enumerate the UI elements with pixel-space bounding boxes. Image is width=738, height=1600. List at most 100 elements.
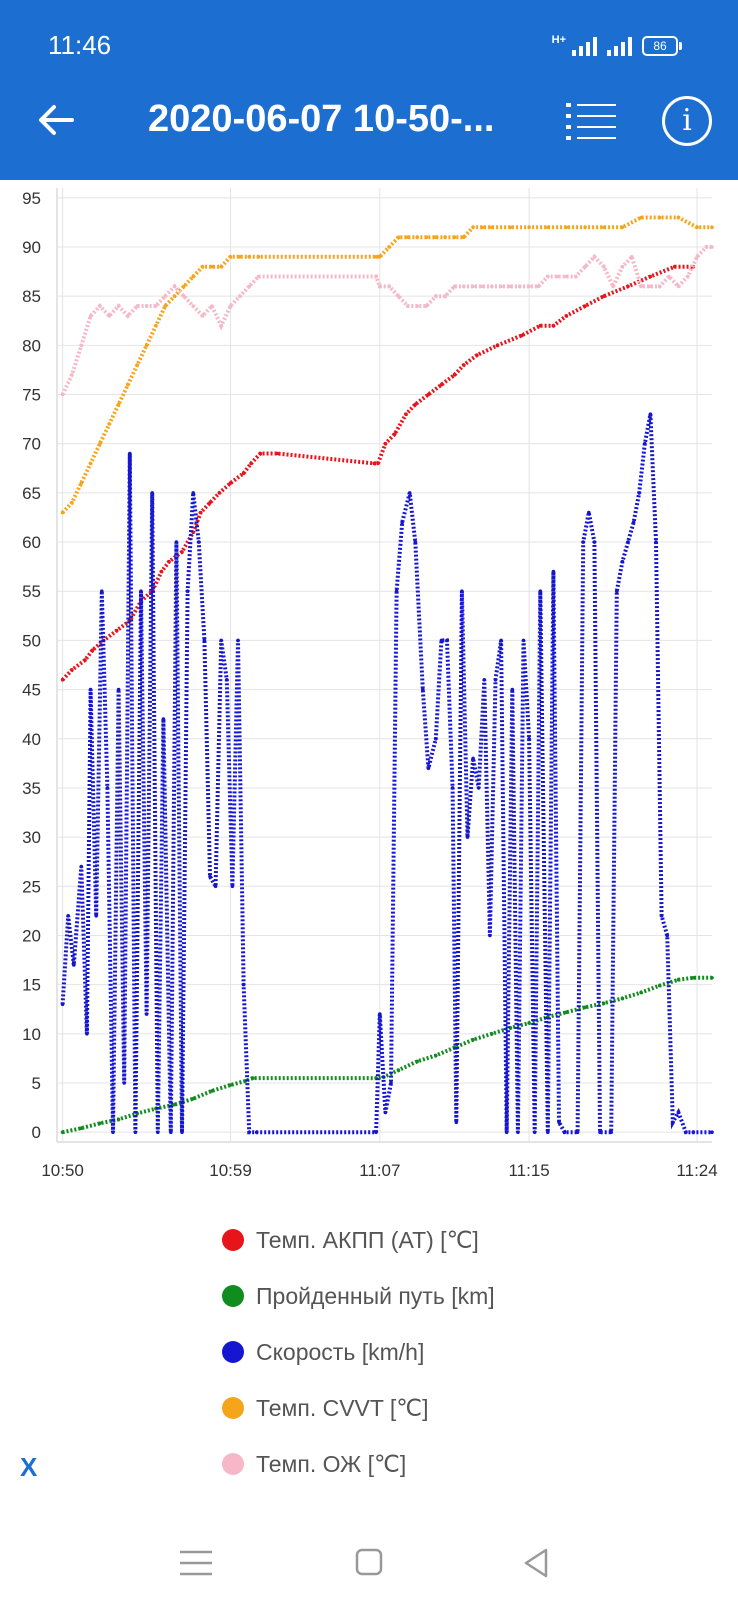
data-point [490,284,494,289]
data-point [60,1130,65,1134]
data-point [480,284,485,289]
data-point [639,215,643,220]
data-point [144,343,149,348]
data-point [620,225,625,230]
data-point [228,304,233,308]
data-point [238,255,242,259]
status-icons: H+ 86 [551,34,682,58]
data-point [527,737,531,741]
chart-legend: Темп. АКПП (AT) [℃] Пройденный путь [km]… [222,1212,495,1492]
data-point [79,864,84,869]
x-tick-label: 11:15 [508,1161,549,1180]
y-tick-label: 75 [22,386,41,405]
data-point [482,678,487,682]
data-point [676,284,681,289]
data-point [424,304,429,308]
data-point [172,284,177,289]
info-icon[interactable]: i [662,96,712,146]
arrow-left-icon[interactable] [36,100,76,140]
data-point [208,500,212,505]
y-tick-label: 85 [22,287,41,306]
data-point [592,540,597,544]
data-point [228,255,233,259]
data-point [116,402,121,407]
data-point [671,1120,675,1125]
data-point [191,274,195,279]
data-point [111,1130,115,1134]
data-point [83,658,87,662]
data-point [236,638,240,643]
data-point [219,638,223,643]
data-point [60,1002,65,1007]
legend-item-speed[interactable]: Скорость [km/h] [222,1324,495,1380]
data-point [225,678,229,682]
data-point [174,540,179,544]
y-tick-label: 20 [22,926,41,945]
x-tick-label: 11:24 [676,1161,717,1180]
legend-item-distance[interactable]: Пройденный путь [km] [222,1268,495,1324]
data-point [639,284,643,289]
data-point [202,638,207,643]
network-type-label: H+ [551,34,566,46]
data-point [79,343,84,348]
data-point [648,274,653,279]
data-point [454,1120,459,1125]
data-point [378,1012,382,1016]
data-point [667,274,671,279]
legend-item-cvvt-temp[interactable]: Темп. CVVT [℃] [222,1380,495,1436]
data-point [60,678,65,682]
data-point [434,737,438,741]
data-point [372,461,377,466]
data-point [241,982,246,987]
data-point [191,491,195,495]
data-point [462,363,466,367]
data-point [256,255,261,259]
data-point [476,786,481,790]
data-point [219,264,223,269]
data-point [462,235,466,239]
data-point [445,638,449,643]
data-point [695,225,699,230]
data-point [66,914,70,918]
data-point [182,284,186,289]
data-point [98,1121,102,1126]
list-icon[interactable] [566,100,616,142]
data-point [443,294,447,298]
data-point [564,314,569,318]
data-point [426,766,431,771]
data-point [387,245,392,249]
data-point [258,451,263,456]
data-point [504,1130,509,1134]
data-point [217,491,222,495]
data-point [452,235,457,239]
chart-series [60,215,714,1135]
data-point [611,284,615,289]
data-point [133,1130,138,1134]
legend-item-at-temp[interactable]: Темп. АКПП (AT) [℃] [222,1212,495,1268]
data-point [691,1130,696,1134]
close-button[interactable]: X [20,1452,38,1482]
y-tick-label: 60 [22,533,41,552]
series-3 [60,215,714,515]
legend-item-coolant-temp[interactable]: Темп. ОЖ [℃] [222,1436,495,1492]
data-point [213,884,218,889]
data-point [396,235,401,239]
y-tick-label: 65 [22,484,41,503]
y-tick-label: 90 [22,238,41,257]
data-point [180,550,184,554]
data-point [172,1102,177,1107]
data-point [114,628,119,633]
data-point [434,235,438,239]
data-point [546,274,550,279]
data-point [639,990,643,995]
back-triangle-icon[interactable] [518,1546,558,1580]
data-point [490,225,494,230]
y-tick-label: 10 [22,1025,41,1044]
data-point [587,510,591,515]
data-point [128,451,132,456]
data-point [208,874,212,879]
data-point [527,284,531,289]
menu-icon[interactable] [176,1546,216,1580]
home-square-icon[interactable] [350,1546,390,1580]
data-point [200,314,205,318]
